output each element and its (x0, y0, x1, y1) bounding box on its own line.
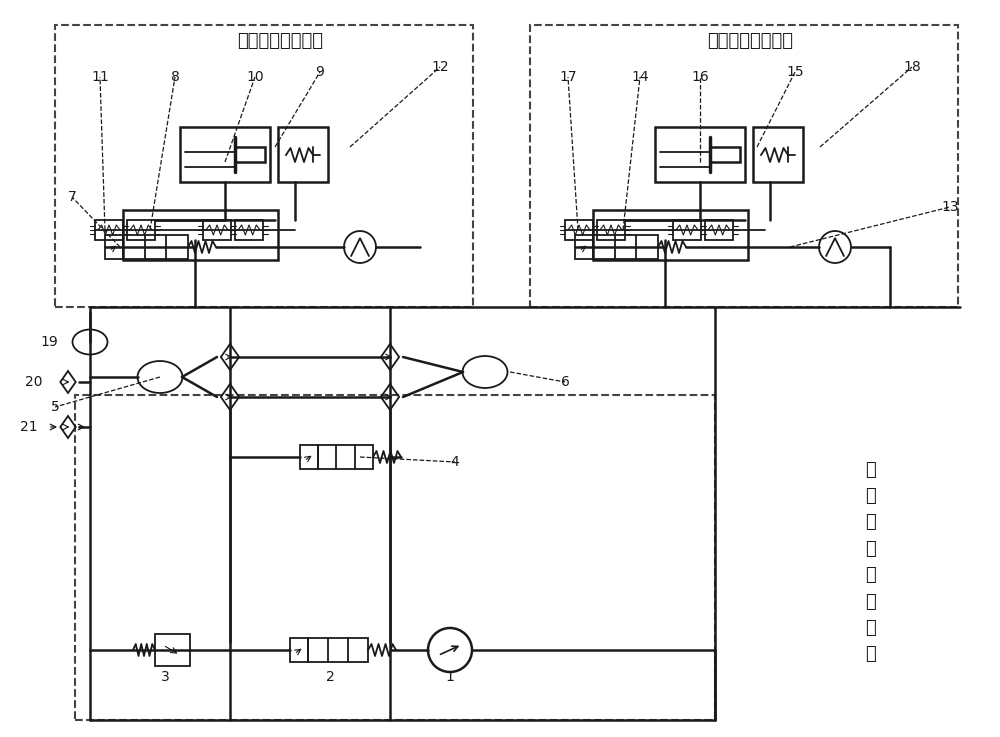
Bar (180, 127, 270, 182)
Text: 液
压
两
级
油
源
单
元: 液 压 两 级 油 源 单 元 (865, 461, 875, 663)
Bar (278, 127, 328, 182)
Text: 3: 3 (161, 670, 169, 684)
Bar (203, 220, 231, 240)
Bar (95, 220, 123, 240)
Text: 1: 1 (446, 670, 454, 684)
Bar (710, 147, 740, 162)
Bar (593, 235, 658, 259)
Bar (235, 147, 265, 162)
Bar (593, 210, 748, 260)
Text: 8: 8 (171, 70, 179, 84)
Text: 4: 4 (451, 455, 459, 469)
Bar (705, 220, 733, 240)
Text: 19: 19 (40, 335, 58, 349)
Text: 15: 15 (786, 65, 804, 79)
Bar (105, 235, 123, 259)
Bar (123, 235, 188, 259)
Bar (155, 634, 190, 666)
Bar (565, 220, 593, 240)
Bar (318, 445, 373, 469)
Bar (75, 395, 715, 720)
Bar (753, 127, 803, 182)
Text: 21: 21 (20, 420, 38, 434)
Text: 18: 18 (903, 60, 921, 74)
Text: 20: 20 (24, 375, 42, 389)
Text: 17: 17 (559, 70, 577, 84)
Bar (673, 220, 701, 240)
Text: 5: 5 (51, 400, 59, 414)
Bar (655, 127, 745, 182)
Text: 16: 16 (691, 70, 709, 84)
Text: 10: 10 (246, 70, 264, 84)
Bar (300, 445, 318, 469)
Bar (575, 235, 593, 259)
Bar (597, 220, 625, 240)
Text: 13: 13 (941, 200, 959, 214)
Text: 14: 14 (631, 70, 649, 84)
Text: 12: 12 (431, 60, 449, 74)
Text: 第二液压驱动单元: 第二液压驱动单元 (707, 32, 793, 50)
Bar (290, 638, 308, 662)
Bar (308, 638, 368, 662)
Bar (235, 220, 263, 240)
Bar (530, 25, 958, 307)
Text: 第一液压驱动单元: 第一液压驱动单元 (237, 32, 323, 50)
Text: 7: 7 (68, 190, 76, 204)
Bar (123, 210, 278, 260)
Bar (127, 220, 155, 240)
Text: 6: 6 (561, 375, 569, 389)
Text: 2: 2 (326, 670, 334, 684)
Text: 9: 9 (316, 65, 324, 79)
Text: 11: 11 (91, 70, 109, 84)
Bar (55, 25, 473, 307)
